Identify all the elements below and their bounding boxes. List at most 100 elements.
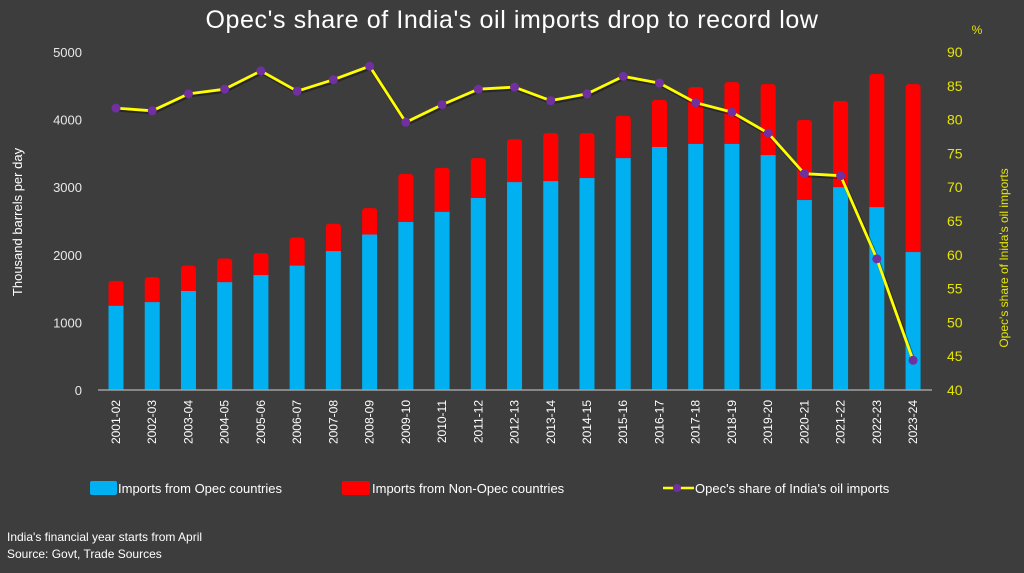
bar-opec [796, 200, 812, 390]
left-tick-label: 5000 [53, 45, 82, 60]
bar-non-opec [325, 223, 341, 256]
share-point [510, 82, 520, 92]
bar-non-opec [289, 237, 305, 270]
bar-stack [362, 208, 378, 390]
x-tick-label: 2017-18 [689, 400, 703, 444]
x-tick-label: 2016-17 [652, 400, 666, 444]
share-point [654, 78, 664, 88]
x-tick-label: 2005-06 [254, 400, 268, 444]
legend-item-non-opec: Imports from Non-Opec countries [342, 481, 565, 496]
x-tick-label: 2010-11 [435, 400, 449, 443]
x-tick-label: 2020-21 [797, 400, 811, 444]
x-tick-label: 2001-02 [109, 400, 123, 444]
bars [108, 73, 921, 390]
right-axis-label: Opec's share of Inida's oil imports [997, 168, 1011, 347]
right-axis-ticks: 40 45 50 55 60 65 70 75 80 85 90 [947, 44, 963, 398]
bar-opec [325, 251, 341, 390]
x-tick-label: 2004-05 [218, 400, 232, 444]
left-tick-label: 2000 [53, 248, 82, 263]
left-tick-label: 0 [75, 383, 82, 398]
legend-item-share: Opec's share of India's oil imports [663, 481, 890, 496]
bar-non-opec [470, 158, 486, 203]
bar-stack [253, 253, 269, 390]
share-point [401, 117, 411, 127]
bar-opec [434, 211, 450, 390]
right-tick-label: 85 [947, 78, 963, 94]
bar-non-opec [760, 84, 776, 160]
share-point [328, 75, 338, 85]
x-tick-label: 2019-20 [761, 400, 775, 444]
bar-opec [869, 207, 885, 390]
bar-opec [905, 252, 921, 390]
x-tick-label: 2011-12 [471, 400, 485, 443]
footnote: India's financial year starts from April [7, 530, 202, 544]
bar-non-opec [217, 258, 233, 287]
bar-stack [796, 119, 812, 390]
right-tick-label: 90 [947, 44, 963, 60]
share-point [836, 171, 846, 181]
bar-non-opec [543, 133, 559, 186]
x-tick-label: 2022-23 [870, 400, 884, 444]
right-tick-label: 40 [947, 382, 963, 398]
bar-stack [398, 174, 414, 390]
x-tick-label: 2023-24 [906, 400, 920, 444]
share-point [691, 98, 701, 108]
bar-non-opec [434, 167, 450, 216]
bar-non-opec [651, 99, 667, 151]
bar-stack [579, 133, 595, 390]
bar-opec [760, 155, 776, 390]
bar-non-opec [108, 280, 124, 310]
bar-stack [289, 237, 305, 390]
left-tick-label: 4000 [53, 113, 82, 128]
bar-opec [144, 302, 160, 390]
x-tick-label: 2002-03 [145, 400, 159, 444]
x-tick-label: 2003-04 [181, 400, 195, 444]
bar-opec [108, 305, 124, 390]
bar-opec [289, 265, 305, 390]
bar-stack [144, 277, 160, 390]
bar-stack [543, 133, 559, 390]
bar-non-opec [688, 87, 704, 148]
right-tick-label: 45 [947, 348, 963, 364]
share-point [256, 66, 266, 76]
share-point [220, 84, 230, 94]
bar-opec [615, 158, 631, 390]
bar-opec [543, 181, 559, 390]
legend-label-opec: Imports from Opec countries [118, 481, 282, 496]
bar-stack [869, 73, 885, 390]
legend-label-non-opec: Imports from Non-Opec countries [372, 481, 565, 496]
bar-stack [905, 84, 921, 390]
bar-opec [180, 290, 196, 390]
legend-swatch-opec [90, 481, 117, 495]
bar-non-opec [905, 84, 921, 257]
x-tick-label: 2007-08 [326, 400, 340, 444]
bar-stack [651, 99, 667, 390]
bar-stack [760, 84, 776, 390]
bar-opec [651, 146, 667, 390]
bar-opec [579, 178, 595, 390]
bar-stack [615, 115, 631, 390]
bar-non-opec [833, 101, 849, 192]
bar-opec [253, 275, 269, 390]
bar-opec [398, 222, 414, 390]
bar-opec [217, 282, 233, 390]
bar-opec [833, 187, 849, 390]
right-tick-label: 60 [947, 247, 963, 263]
bar-stack [724, 82, 740, 390]
bar-non-opec [253, 253, 269, 280]
share-point [183, 89, 193, 99]
x-tick-label: 2013-14 [544, 400, 558, 444]
legend-swatch-non-opec [342, 481, 370, 495]
left-tick-label: 1000 [53, 315, 82, 330]
bar-opec [507, 182, 523, 390]
legend-label-share: Opec's share of India's oil imports [695, 481, 890, 496]
bar-stack [434, 167, 450, 390]
share-point [111, 103, 121, 113]
x-tick-label: 2009-10 [399, 400, 413, 444]
share-point [763, 128, 773, 138]
right-tick-label: 65 [947, 213, 963, 229]
left-axis-label: Thousand barrels per day [10, 147, 25, 296]
bar-stack [507, 139, 523, 390]
bar-opec [362, 234, 378, 390]
x-tick-label: 2018-19 [725, 400, 739, 444]
